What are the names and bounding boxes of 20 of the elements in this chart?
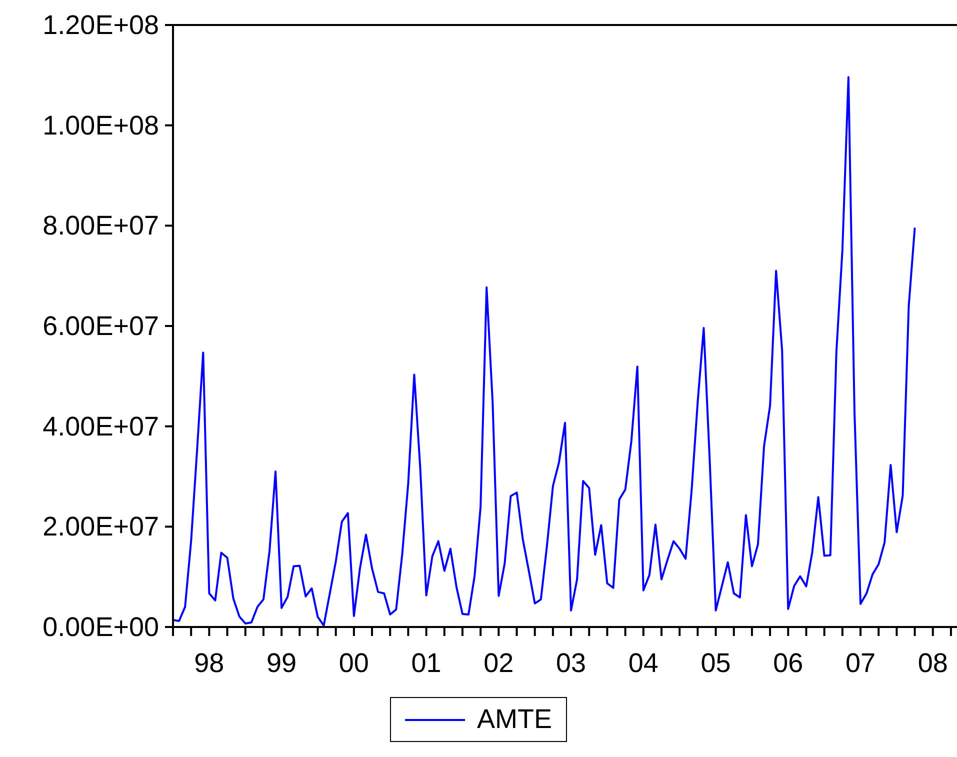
y-tick-label: 0.00E+00 — [42, 612, 159, 642]
x-tick-label: 08 — [918, 648, 948, 678]
x-tick-label: 00 — [338, 648, 369, 678]
x-tick-label: 99 — [266, 648, 297, 678]
line-series — [173, 76, 916, 626]
y-tick-label: 8.00E+07 — [42, 210, 159, 241]
y-tick-label: 1.20E+08 — [42, 10, 159, 40]
x-tick-label: 05 — [700, 648, 731, 678]
x-tick-label: 01 — [411, 648, 442, 678]
x-tick-label: 07 — [845, 648, 876, 678]
legend-label: AMTE — [476, 704, 552, 735]
x-tick-label: 98 — [194, 648, 224, 678]
y-tick-label: 2.00E+07 — [42, 512, 159, 542]
x-tick-label: 03 — [556, 648, 586, 678]
x-tick-label: 02 — [484, 648, 514, 678]
x-tick-label: 06 — [773, 648, 804, 678]
y-tick-label: 1.00E+08 — [42, 110, 159, 140]
x-tick-label: 04 — [628, 648, 658, 678]
y-tick-label: 6.00E+07 — [42, 311, 159, 341]
y-tick-label: 4.00E+07 — [42, 411, 159, 442]
